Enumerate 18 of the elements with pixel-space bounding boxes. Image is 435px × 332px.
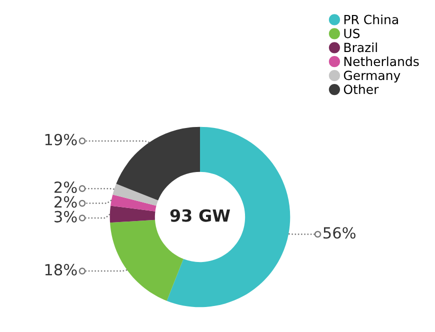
donut-slice <box>166 126 290 308</box>
data-label: 2% <box>54 181 77 194</box>
data-label: 18% <box>45 264 77 276</box>
text: 93 GW <box>170 209 230 222</box>
legend-label: Other <box>344 84 379 94</box>
legend-label: Germany <box>344 70 400 83</box>
data-label: 2% <box>54 196 77 208</box>
legend-label: Netherlands <box>344 56 419 66</box>
donut-slice <box>110 194 156 212</box>
data-label: 19% <box>45 134 77 146</box>
donut-slice <box>110 206 156 223</box>
data-label: 3% <box>54 210 77 222</box>
donut-slice <box>112 184 158 206</box>
legend-label: US <box>344 28 360 38</box>
data-label: 56% <box>324 227 356 239</box>
donut-slice <box>116 126 200 200</box>
legend-label: PR China <box>344 14 398 24</box>
legend-label: Brazil <box>344 42 377 52</box>
